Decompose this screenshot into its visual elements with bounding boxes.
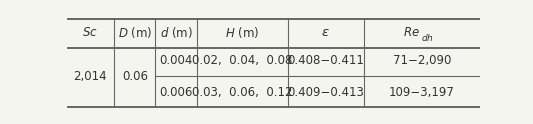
Text: $\mathit{D}$ (m): $\mathit{D}$ (m) xyxy=(118,25,152,40)
Text: $\mathit{Re}$: $\mathit{Re}$ xyxy=(403,26,420,39)
Text: 0.02,  0.04,  0.08: 0.02, 0.04, 0.08 xyxy=(192,54,293,67)
Text: $\mathit{Sc}$: $\mathit{Sc}$ xyxy=(83,26,98,39)
Text: 0.006: 0.006 xyxy=(159,86,193,99)
Text: 109−3,197: 109−3,197 xyxy=(389,86,455,99)
Text: $\mathit{d}$ (m): $\mathit{d}$ (m) xyxy=(160,25,192,40)
Text: $\varepsilon$: $\varepsilon$ xyxy=(321,26,330,39)
Text: 0.03,  0.06,  0.12: 0.03, 0.06, 0.12 xyxy=(192,86,293,99)
Text: 0.409−0.413: 0.409−0.413 xyxy=(287,86,364,99)
Text: 0.004: 0.004 xyxy=(159,54,193,67)
Text: 0.408−0.411: 0.408−0.411 xyxy=(287,54,364,67)
Text: 0.06: 0.06 xyxy=(122,70,148,83)
Text: 2,014: 2,014 xyxy=(74,70,107,83)
Text: 71−2,090: 71−2,090 xyxy=(393,54,451,67)
Text: $\mathit{H}$ (m): $\mathit{H}$ (m) xyxy=(225,25,259,40)
Text: $\mathit{dh}$: $\mathit{dh}$ xyxy=(421,32,434,43)
